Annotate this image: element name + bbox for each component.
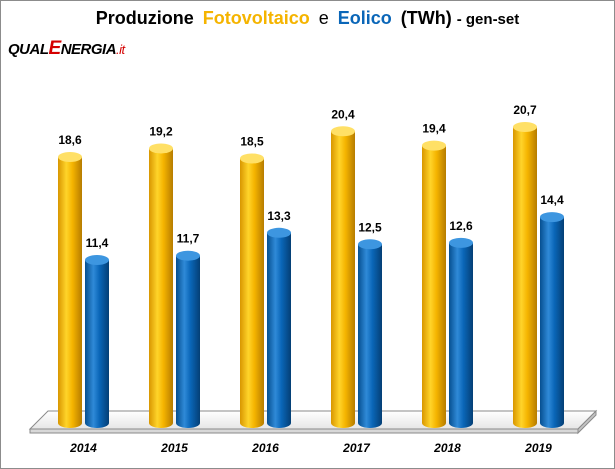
value-label-eolico-2015: 11,7 (177, 232, 200, 246)
value-label-eolico-2018: 12,6 (449, 219, 473, 233)
title-suffix: - gen-set (456, 11, 520, 28)
value-label-fotovoltaico-2015: 19,2 (149, 124, 173, 138)
chart-bars (58, 121, 564, 429)
value-label-fotovoltaico-2019: 20,7 (513, 103, 537, 117)
x-tick-2017: 2017 (342, 441, 371, 455)
bar-fotovoltaico-top-2018 (422, 140, 446, 151)
value-label-eolico-2016: 13,3 (267, 209, 291, 223)
bar-eolico-top-2018 (449, 237, 473, 248)
title-unit: (TWh) (400, 8, 452, 28)
bar-fotovoltaico-2018 (422, 145, 446, 428)
logo-nergia: NERGIA (60, 41, 117, 58)
logo-e: E (48, 38, 62, 59)
bar-fotovoltaico-2015 (149, 148, 173, 428)
bar-fotovoltaico-2017 (331, 131, 355, 428)
chart-x-ticks: 2014 2015 2016 2017 2018 2019 (69, 441, 552, 455)
bar-eolico-2014 (85, 259, 109, 428)
chart-floor (28, 409, 598, 435)
x-tick-2014: 2014 (69, 441, 97, 455)
bar-eolico-2015 (176, 255, 200, 428)
x-tick-2016: 2016 (251, 441, 279, 455)
chart-value-labels: 18,6 11,4 19,2 11,7 18,5 13,3 20,4 12,5 19,4 12,6… (58, 103, 564, 250)
title-part1: Produzione (95, 8, 194, 28)
bar-fotovoltaico-top-2019 (513, 121, 537, 132)
x-tick-2019: 2019 (524, 441, 552, 455)
bar-fotovoltaico-2014 (58, 157, 82, 428)
qualenergia-logo: QUALENERGIA.it (8, 38, 125, 60)
bar-eolico-2018 (449, 242, 473, 428)
value-label-eolico-2017: 12,5 (358, 220, 382, 234)
bar-eolico-top-2016 (267, 227, 291, 238)
title-series1: Fotovoltaico (202, 8, 310, 28)
value-label-fotovoltaico-2014: 18,6 (58, 133, 82, 147)
bar-eolico-2016 (267, 232, 291, 428)
bar-fotovoltaico-top-2017 (331, 126, 355, 137)
bar-fotovoltaico-top-2014 (58, 152, 82, 163)
x-tick-2015: 2015 (160, 441, 188, 455)
bar-eolico-top-2015 (176, 250, 200, 261)
value-label-fotovoltaico-2017: 20,4 (331, 107, 355, 121)
bar-fotovoltaico-top-2016 (240, 153, 264, 164)
bar-fotovoltaico-2019 (513, 126, 537, 429)
title-series2: Eolico (337, 8, 392, 28)
x-tick-2018: 2018 (433, 441, 461, 455)
floor-top (28, 410, 598, 430)
bar-fotovoltaico-top-2015 (149, 143, 173, 154)
value-label-eolico-2019: 14,4 (540, 193, 564, 207)
title-connector: e (318, 8, 329, 28)
bar-eolico-top-2014 (85, 254, 109, 265)
logo-it: .it (116, 42, 125, 57)
bar-eolico-top-2017 (358, 239, 382, 250)
value-label-fotovoltaico-2018: 19,4 (422, 122, 446, 136)
bar-eolico-2019 (540, 217, 564, 428)
floor-front (29, 428, 579, 434)
bar-eolico-top-2019 (540, 212, 564, 223)
value-label-eolico-2014: 11,4 (86, 236, 109, 250)
logo-qual: QUAL (8, 41, 49, 58)
floor-side (577, 409, 597, 435)
bar-fotovoltaico-2016 (240, 158, 264, 428)
value-label-fotovoltaico-2016: 18,5 (240, 134, 264, 148)
chart-title: Produzione Fotovoltaico e Eolico (TWh) - gen-… (0, 8, 615, 29)
bar-eolico-2017 (358, 244, 382, 428)
